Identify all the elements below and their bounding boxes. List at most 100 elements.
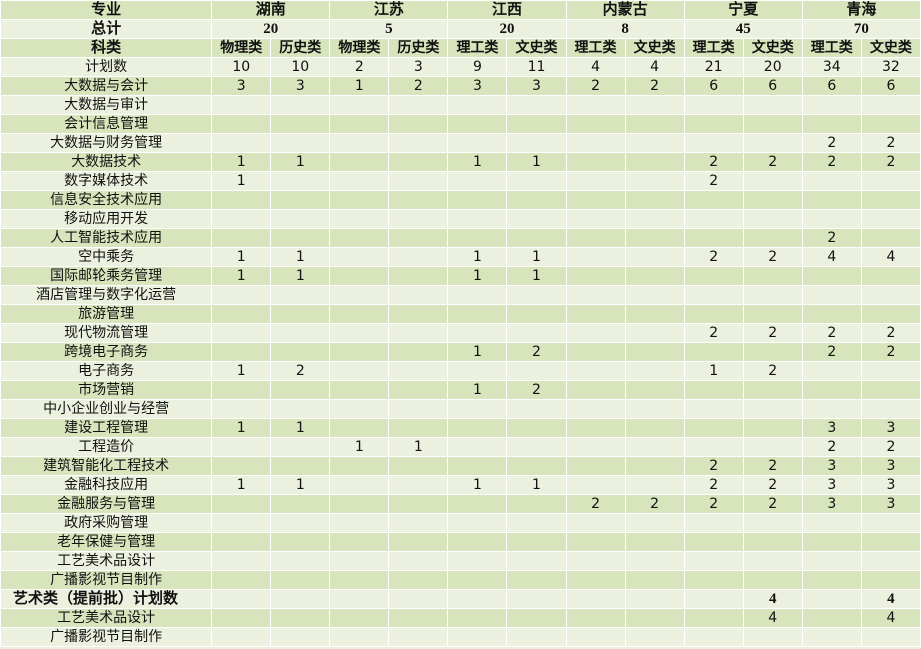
major-name: 大数据与审计 <box>0 95 213 115</box>
value-cell <box>683 589 744 609</box>
value-cell: 20 <box>742 57 803 77</box>
major-name: 广播影视节目制作 <box>0 570 213 590</box>
value-cell <box>801 171 862 191</box>
value-cell: 2 <box>388 76 449 96</box>
value-cell <box>211 589 272 609</box>
table-row: 大数据与会计 3 3 1 2 3 3 2 2 6 6 6 6 <box>0 76 921 96</box>
table-row: 老年保健与管理 <box>0 532 921 552</box>
value-cell <box>211 532 272 552</box>
value-cell: 3 <box>801 418 862 438</box>
category-cell: 物理类 <box>329 38 390 58</box>
value-cell: 1 <box>447 342 508 362</box>
value-cell <box>506 190 567 210</box>
value-cell <box>270 209 331 229</box>
value-cell: 2 <box>801 437 862 457</box>
value-cell: 3 <box>860 418 921 438</box>
value-cell <box>329 133 390 153</box>
value-cell <box>270 570 331 590</box>
major-name: 老年保健与管理 <box>0 532 213 552</box>
total-row: 总计 20 5 20 8 45 70 <box>0 19 921 39</box>
value-cell <box>801 608 862 628</box>
table-row: 国际邮轮乘务管理 1 1 1 1 <box>0 266 921 286</box>
value-cell <box>388 152 449 172</box>
value-cell <box>624 266 685 286</box>
table-row: 大数据技术 1 1 1 1 2 2 2 2 <box>0 152 921 172</box>
value-cell <box>447 323 508 343</box>
value-cell <box>388 95 449 115</box>
value-cell <box>742 513 803 533</box>
value-cell <box>388 342 449 362</box>
major-name: 建筑智能化工程技术 <box>0 456 213 476</box>
value-cell <box>447 627 508 647</box>
value-cell <box>270 190 331 210</box>
value-cell <box>388 380 449 400</box>
table-row: 工艺美术品设计 <box>0 551 921 571</box>
value-cell: 2 <box>860 133 921 153</box>
value-cell: 2 <box>329 57 390 77</box>
value-cell <box>860 380 921 400</box>
value-cell: 1 <box>211 418 272 438</box>
value-cell <box>211 342 272 362</box>
value-cell <box>211 95 272 115</box>
value-cell <box>447 95 508 115</box>
value-cell <box>329 532 390 552</box>
value-cell <box>565 190 626 210</box>
value-cell <box>742 532 803 552</box>
value-cell <box>447 570 508 590</box>
value-cell: 6 <box>801 76 862 96</box>
table-row: 空中乘务 1 1 1 1 2 2 4 4 <box>0 247 921 267</box>
value-cell <box>624 304 685 324</box>
table-row: 移动应用开发 <box>0 209 921 229</box>
value-cell <box>860 361 921 381</box>
value-cell <box>211 285 272 305</box>
value-cell <box>801 551 862 571</box>
value-cell <box>624 513 685 533</box>
value-cell <box>860 532 921 552</box>
value-cell: 1 <box>270 247 331 267</box>
value-cell <box>565 304 626 324</box>
value-cell <box>447 456 508 476</box>
value-cell: 6 <box>683 76 744 96</box>
value-cell: 1 <box>506 247 567 267</box>
value-cell <box>624 570 685 590</box>
table-row: 金融科技应用 1 1 1 1 2 2 3 3 <box>0 475 921 495</box>
value-cell: 2 <box>742 361 803 381</box>
value-cell <box>211 513 272 533</box>
value-cell: 1 <box>447 380 508 400</box>
value-cell <box>624 361 685 381</box>
value-cell <box>270 285 331 305</box>
value-cell: 2 <box>860 152 921 172</box>
value-cell: 3 <box>447 76 508 96</box>
value-cell <box>388 190 449 210</box>
value-cell <box>506 285 567 305</box>
value-cell <box>388 475 449 495</box>
major-name: 艺术类（提前批）计划数 <box>0 589 213 609</box>
value-cell <box>506 133 567 153</box>
value-cell <box>329 475 390 495</box>
table-row: 大数据与审计 <box>0 95 921 115</box>
value-cell <box>388 285 449 305</box>
value-cell <box>388 304 449 324</box>
value-cell <box>801 380 862 400</box>
value-cell <box>447 532 508 552</box>
value-cell: 4 <box>742 589 803 609</box>
value-cell <box>565 152 626 172</box>
value-cell: 4 <box>860 608 921 628</box>
value-cell <box>742 209 803 229</box>
value-cell <box>624 95 685 115</box>
table-row: 政府采购管理 <box>0 513 921 533</box>
value-cell <box>506 532 567 552</box>
value-cell <box>270 342 331 362</box>
value-cell <box>211 190 272 210</box>
value-cell <box>506 437 567 457</box>
value-cell <box>506 95 567 115</box>
value-cell <box>447 494 508 514</box>
value-cell <box>329 380 390 400</box>
value-cell: 1 <box>683 361 744 381</box>
table-row: 计划数 10 10 2 3 9 11 4 4 21 20 34 32 <box>0 57 921 77</box>
value-cell <box>270 437 331 457</box>
value-cell <box>565 247 626 267</box>
value-cell <box>506 494 567 514</box>
value-cell <box>270 456 331 476</box>
value-cell: 1 <box>447 266 508 286</box>
